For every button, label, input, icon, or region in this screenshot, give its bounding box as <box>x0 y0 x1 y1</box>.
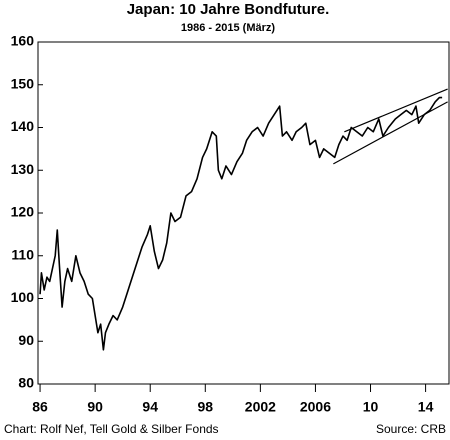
y-tick-label: 100 <box>11 289 35 305</box>
trend-line <box>344 88 448 133</box>
y-tick-label: 110 <box>11 246 34 262</box>
chart-title: Japan: 10 Jahre Bondfuture. <box>127 1 330 18</box>
chart-subtitle: 1986 - 2015 (März) <box>181 22 275 34</box>
x-tick-label: 2002 <box>245 399 276 415</box>
plot-frame <box>37 41 450 385</box>
x-tick-label: 10 <box>363 399 379 415</box>
y-tick-label: 120 <box>11 204 35 220</box>
x-tick-label: 94 <box>142 399 158 415</box>
footer-source: Source: CRB <box>376 422 446 436</box>
x-tick-label: 98 <box>198 399 214 415</box>
price-line <box>39 96 443 351</box>
y-tick-label: 140 <box>11 118 35 134</box>
y-tick-label: 150 <box>11 75 35 91</box>
x-tick-label: 2006 <box>300 399 331 415</box>
footer-credit: Chart: Rolf Nef, Tell Gold & Silber Fond… <box>4 422 219 436</box>
trend-line <box>333 101 448 165</box>
y-tick-label: 90 <box>18 332 34 348</box>
y-tick-label: 160 <box>11 33 35 49</box>
x-tick-label: 90 <box>87 399 103 415</box>
x-tick-label: 86 <box>32 399 48 415</box>
y-tick-label: 80 <box>18 375 34 391</box>
x-tick-label: 14 <box>418 399 434 415</box>
y-tick-label: 130 <box>11 161 35 177</box>
